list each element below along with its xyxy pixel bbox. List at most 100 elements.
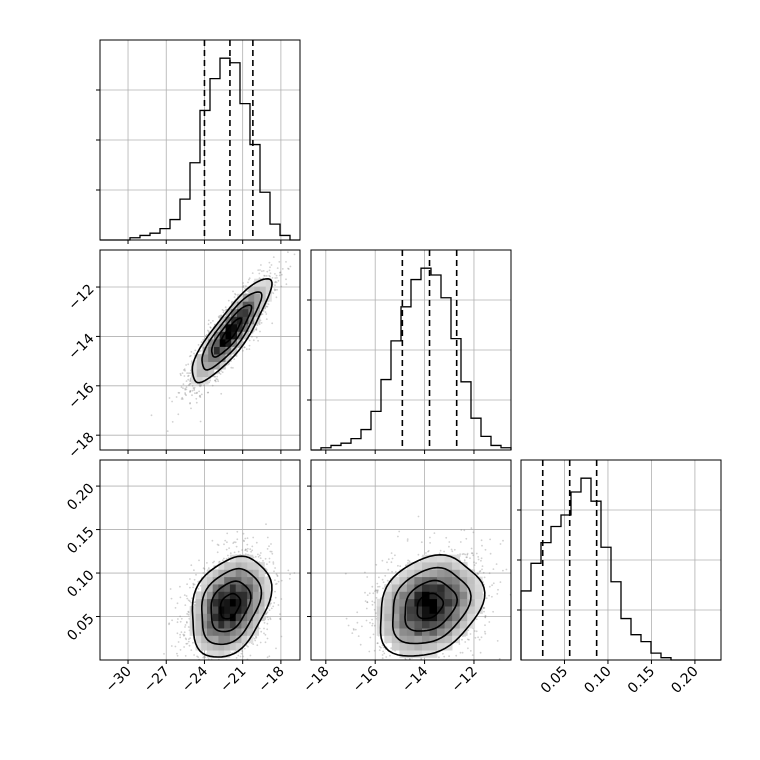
histogram-step-p0	[100, 57, 300, 241]
sample-point	[233, 551, 236, 554]
sample-point	[276, 277, 278, 279]
sample-point	[279, 617, 281, 620]
density-cell	[214, 323, 221, 332]
sample-point	[244, 537, 247, 540]
sample-point	[469, 650, 472, 652]
sample-point	[257, 555, 260, 558]
sample-point	[289, 573, 291, 576]
density-cell	[212, 584, 219, 592]
sample-point	[181, 372, 184, 374]
sample-point	[193, 386, 196, 389]
density-cell	[225, 316, 232, 325]
density-cell	[467, 598, 476, 607]
sample-point	[186, 621, 188, 624]
sample-point	[221, 371, 224, 374]
density-cell	[195, 635, 202, 644]
density-cell	[195, 620, 202, 629]
density-cell	[459, 569, 468, 578]
sample-point	[242, 282, 245, 284]
pair-panel-p0-p1: −18 −16 −14 −12	[65, 249, 301, 462]
density-cell	[391, 628, 400, 636]
sample-point	[469, 633, 472, 635]
sample-point	[212, 661, 214, 663]
sample-point	[479, 651, 482, 654]
density-cell	[414, 584, 423, 592]
sample-point	[272, 605, 275, 608]
sample-point	[467, 629, 470, 632]
sample-point	[473, 564, 476, 566]
density-cell	[229, 591, 236, 600]
sample-point	[280, 598, 283, 600]
density-cell	[422, 598, 430, 607]
sample-point	[191, 394, 193, 397]
sample-point	[266, 611, 269, 613]
sample-point	[188, 372, 190, 374]
sample-point	[459, 651, 462, 654]
sample-point	[199, 394, 202, 397]
density-cell	[437, 635, 445, 644]
sample-point	[397, 564, 399, 567]
sample-point	[381, 578, 384, 581]
sample-point	[183, 631, 186, 634]
contour-line	[220, 317, 243, 346]
density-cell	[218, 576, 225, 585]
sample-point	[237, 346, 240, 349]
sample-point	[259, 554, 261, 557]
sample-point	[168, 622, 171, 625]
sample-point	[242, 284, 245, 287]
sample-point	[266, 628, 269, 631]
density-cell	[248, 293, 255, 302]
sample-point	[190, 564, 193, 567]
sample-point	[209, 662, 211, 664]
sample-point	[265, 313, 268, 315]
density-cell	[467, 606, 476, 614]
sample-point	[192, 387, 195, 389]
density-cell	[207, 613, 214, 622]
density-cell	[212, 569, 219, 578]
density-cell	[237, 293, 244, 302]
sample-point	[468, 638, 470, 641]
sample-point	[481, 568, 483, 571]
density-cell	[467, 576, 476, 585]
sample-point	[261, 270, 263, 273]
density-cell	[414, 635, 423, 644]
sample-point	[206, 333, 208, 336]
sample-point	[255, 328, 257, 331]
sample-point	[267, 618, 270, 621]
sample-point	[235, 657, 238, 659]
sample-point	[258, 277, 261, 279]
sample-point	[451, 550, 454, 553]
sample-point	[458, 643, 461, 645]
sample-point	[463, 559, 466, 562]
density-cell	[444, 554, 453, 563]
sample-point	[511, 573, 513, 575]
sample-point	[262, 310, 265, 312]
sample-point	[251, 331, 254, 334]
sample-point	[271, 552, 274, 555]
contour-line	[201, 567, 263, 646]
density-cell	[218, 562, 225, 570]
density-cell	[384, 606, 393, 614]
density-cell	[429, 569, 438, 578]
sample-point	[244, 553, 247, 556]
density-cell	[212, 606, 219, 614]
density-cell	[474, 606, 483, 614]
sample-point	[271, 277, 274, 279]
sample-point	[371, 603, 374, 606]
sample-point	[404, 657, 407, 660]
sample-point	[189, 402, 191, 405]
sample-point	[189, 391, 191, 393]
density-cell	[224, 562, 231, 570]
sample-point	[376, 589, 378, 592]
density-cell	[242, 308, 249, 317]
sample-point	[225, 557, 228, 560]
sample-point	[410, 663, 412, 665]
sample-point	[249, 682, 251, 684]
sample-point	[191, 389, 194, 392]
sample-point	[364, 600, 367, 602]
sample-point	[189, 637, 192, 639]
sample-point	[351, 632, 354, 634]
sample-point	[179, 620, 182, 623]
x-tick-label: 0.05	[538, 664, 571, 697]
density-cell	[391, 584, 400, 592]
